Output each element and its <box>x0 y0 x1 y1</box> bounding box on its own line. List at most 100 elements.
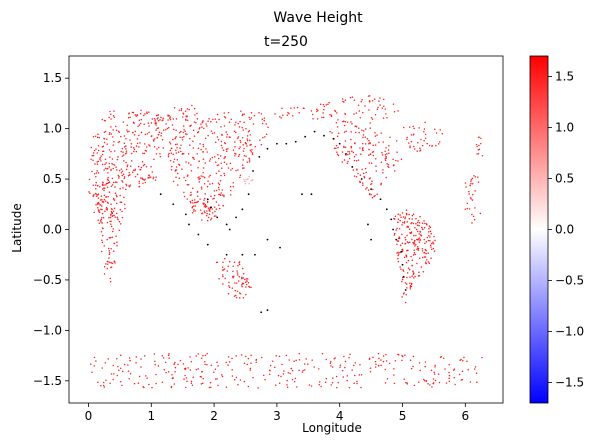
data-point <box>211 132 214 135</box>
data-point <box>370 238 372 241</box>
data-point <box>268 369 271 372</box>
data-point <box>274 113 276 115</box>
data-point <box>126 124 128 127</box>
data-point <box>405 283 408 285</box>
data-point <box>310 385 313 387</box>
data-point <box>405 293 407 296</box>
data-point <box>357 104 360 106</box>
data-point <box>103 137 105 140</box>
data-point <box>174 366 177 369</box>
data-point <box>194 205 197 207</box>
colorbar-tick-label: −1.0 <box>555 325 584 339</box>
data-point <box>100 160 102 162</box>
data-point <box>170 147 173 149</box>
colorbar-tick-label: −0.5 <box>555 274 584 288</box>
data-point <box>106 143 108 145</box>
data-point <box>414 148 416 150</box>
data-point <box>317 109 319 112</box>
data-point <box>362 136 364 139</box>
data-point <box>210 364 213 367</box>
data-point <box>480 137 482 140</box>
x-axis-label: Longitude <box>302 421 362 435</box>
data-point <box>101 163 104 166</box>
data-point <box>111 158 114 160</box>
data-point <box>119 380 122 383</box>
data-point <box>237 383 239 386</box>
data-point <box>182 125 185 127</box>
data-point <box>91 154 93 157</box>
data-point <box>173 363 175 365</box>
data-point <box>412 241 414 244</box>
data-point <box>189 369 192 371</box>
data-point <box>384 159 387 162</box>
data-point <box>181 168 183 170</box>
data-point <box>388 362 391 365</box>
data-points <box>88 95 484 389</box>
data-point <box>203 210 206 212</box>
data-point <box>92 152 95 154</box>
data-point <box>416 245 419 248</box>
data-point <box>119 367 122 370</box>
data-point <box>125 148 127 150</box>
data-point <box>117 141 120 144</box>
data-point <box>239 379 242 381</box>
data-point <box>199 143 201 145</box>
data-point <box>425 240 428 243</box>
data-point <box>204 363 206 366</box>
data-point <box>313 366 315 368</box>
data-point <box>200 376 203 378</box>
data-point <box>139 177 142 179</box>
data-point <box>111 262 114 265</box>
data-point <box>224 257 226 260</box>
data-point <box>153 353 156 355</box>
data-point <box>221 194 224 196</box>
data-point <box>139 168 141 171</box>
data-point <box>369 153 371 156</box>
data-point <box>175 169 178 171</box>
data-point <box>375 363 377 366</box>
data-point <box>229 185 232 188</box>
data-point <box>371 99 374 102</box>
colorbar-ticks: −1.5−1.0−0.50.00.51.01.5 <box>548 69 584 390</box>
data-point <box>186 133 188 135</box>
data-point <box>448 377 450 379</box>
data-point <box>118 220 121 223</box>
data-point <box>185 133 187 135</box>
data-point <box>105 162 107 164</box>
data-point <box>377 364 380 367</box>
data-point <box>418 381 420 383</box>
data-point <box>146 111 148 113</box>
data-point <box>378 141 380 144</box>
data-point <box>249 139 251 142</box>
data-point <box>201 370 203 373</box>
data-point <box>404 239 407 241</box>
data-point <box>362 111 364 114</box>
data-point <box>110 169 112 171</box>
colorbar-tick-label: −1.5 <box>555 376 584 390</box>
data-point <box>114 262 116 264</box>
data-point <box>368 358 371 360</box>
data-point <box>186 198 189 200</box>
data-point <box>247 131 250 133</box>
data-point <box>142 178 144 181</box>
data-point <box>143 123 145 125</box>
data-point <box>211 182 214 185</box>
data-point <box>218 277 220 280</box>
data-point <box>405 213 408 216</box>
data-point <box>242 296 245 299</box>
data-point <box>410 140 413 143</box>
data-point <box>126 129 128 131</box>
data-point <box>421 222 424 225</box>
data-point <box>382 360 385 363</box>
data-point <box>209 174 211 177</box>
data-point <box>114 181 117 183</box>
data-point <box>305 358 307 360</box>
data-point <box>226 270 229 272</box>
data-point <box>148 177 150 179</box>
data-point <box>237 280 240 282</box>
data-point <box>425 249 427 252</box>
data-point <box>287 111 289 114</box>
data-point <box>106 186 109 189</box>
data-point <box>441 132 444 135</box>
data-point <box>155 124 157 126</box>
